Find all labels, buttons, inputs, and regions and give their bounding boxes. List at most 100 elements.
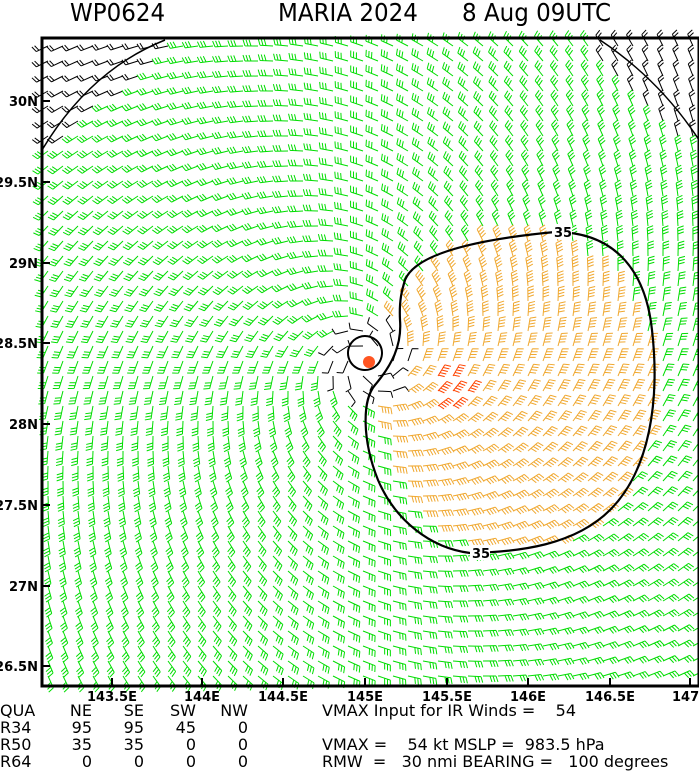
wind-barb	[181, 147, 199, 156]
wind-barb	[241, 495, 250, 513]
wind-barb	[611, 44, 619, 62]
wind-barb	[76, 105, 94, 113]
wind-barb	[211, 224, 229, 233]
wind-barb	[303, 82, 319, 92]
wind-barb	[566, 119, 575, 137]
wind-barb	[303, 37, 319, 47]
wind-barb	[497, 552, 515, 560]
wind-barb	[181, 56, 199, 64]
wind-barb	[549, 30, 559, 47]
wind-barb	[587, 533, 605, 542]
wind-barb	[473, 91, 484, 107]
wind-barb	[523, 224, 533, 242]
wind-barb	[125, 330, 139, 344]
wind-barb	[211, 193, 229, 201]
wind-barb	[256, 285, 274, 294]
wind-barb	[497, 411, 514, 422]
wind-barb	[677, 501, 694, 512]
wind-barb	[617, 564, 635, 573]
wind-barb	[212, 660, 223, 677]
wind-barb	[256, 160, 274, 168]
wind-barb	[255, 465, 264, 483]
wind-barb	[227, 70, 244, 78]
wind-barb	[62, 165, 79, 175]
wind-barb	[512, 643, 530, 652]
wind-barb	[632, 594, 650, 603]
wind-barb	[473, 105, 484, 122]
wind-barb	[677, 394, 691, 407]
wind-barb	[240, 465, 248, 483]
lat-tick-label: 27.5N	[0, 499, 38, 514]
wind-barb	[512, 348, 524, 362]
wind-barb	[135, 555, 143, 573]
wind-barb	[272, 645, 284, 661]
wind-barb	[318, 127, 334, 137]
wind-barb	[557, 332, 568, 347]
wind-barb	[542, 535, 560, 545]
wind-barb	[542, 316, 552, 332]
wind-barb	[611, 74, 620, 92]
wind-barb	[611, 89, 620, 107]
wind-barb	[416, 284, 426, 302]
wind-barb	[365, 259, 379, 272]
wind-barb	[313, 390, 321, 408]
wind-barb	[457, 46, 469, 62]
wind-barb	[196, 40, 214, 48]
wind-barb	[377, 600, 391, 612]
wind-barb	[565, 89, 574, 107]
wind-barb	[411, 77, 424, 92]
wind-barb	[227, 555, 236, 573]
wind-barb	[61, 44, 79, 52]
wind-barb	[166, 148, 184, 157]
wind-barb	[602, 440, 618, 452]
wind-barb	[205, 405, 214, 421]
wind-barb	[332, 645, 346, 659]
wind-barb	[332, 420, 342, 437]
wind-barb	[396, 123, 409, 137]
wind-barb	[441, 47, 454, 62]
wind-barb	[137, 645, 146, 663]
wind-barb	[226, 116, 244, 124]
wind-barb	[242, 600, 253, 617]
wind-barb	[570, 239, 579, 257]
wind-barb	[91, 59, 109, 67]
wind-barb	[512, 426, 529, 437]
wind-barb	[302, 330, 319, 340]
lat-tick-label: 28N	[9, 418, 38, 433]
wind-barb	[380, 64, 394, 77]
wind-barb	[152, 270, 169, 281]
wind-barb	[467, 364, 481, 377]
wind-barb	[541, 270, 549, 287]
wind-barb	[475, 194, 484, 212]
wind-barb	[287, 615, 299, 631]
wind-barb	[602, 348, 614, 362]
wind-barb	[392, 386, 410, 392]
table-cell: 95	[71, 718, 92, 737]
contour-label: 35	[472, 547, 490, 562]
wind-barb	[167, 270, 184, 281]
wind-barb	[332, 540, 345, 555]
wind-barb	[181, 163, 199, 172]
wind-barb	[222, 420, 230, 437]
wind-barb	[317, 600, 330, 615]
wind-barb	[316, 420, 325, 438]
wind-barb	[106, 134, 124, 143]
wind-barb	[365, 154, 379, 167]
wind-barb	[318, 142, 334, 152]
wind-barb	[362, 480, 376, 493]
wind-barb	[676, 195, 684, 212]
wind-barb	[473, 76, 484, 92]
wind-barb	[132, 480, 141, 498]
wind-barb	[587, 471, 604, 482]
wind-barb	[646, 225, 654, 242]
wind-barb	[389, 329, 396, 347]
wind-barb	[542, 301, 551, 317]
intensity-stats: VMAX Input for IR Winds = 54 VMAX = 54 k…	[322, 702, 668, 770]
wind-barb	[677, 639, 695, 648]
wind-barb	[92, 195, 109, 205]
wind-barb	[210, 495, 219, 513]
wind-barb	[131, 450, 139, 467]
wind-barb	[442, 106, 454, 122]
wind-barb	[107, 240, 124, 251]
wind-barb	[662, 424, 677, 437]
